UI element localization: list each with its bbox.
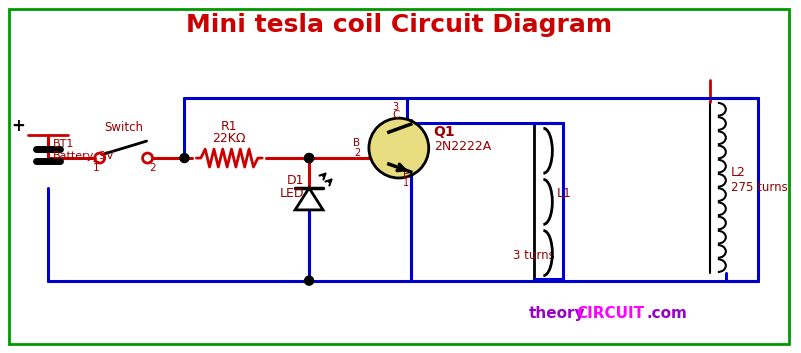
Circle shape	[369, 118, 429, 178]
Text: C: C	[392, 110, 400, 120]
Text: BT1: BT1	[53, 139, 74, 149]
Polygon shape	[295, 188, 323, 210]
Text: Battery_9V: Battery_9V	[53, 150, 115, 161]
Text: LED: LED	[280, 187, 304, 200]
Text: Q1: Q1	[433, 125, 455, 139]
Text: theory: theory	[529, 306, 585, 321]
Text: E: E	[403, 170, 409, 180]
Text: L1: L1	[557, 187, 571, 200]
Text: Switch: Switch	[104, 121, 143, 134]
Text: L2: L2	[731, 166, 746, 179]
Text: 22KΩ: 22KΩ	[212, 132, 246, 145]
Text: +: +	[11, 117, 25, 135]
Circle shape	[304, 154, 313, 162]
Text: D1: D1	[287, 174, 304, 187]
Text: 3 turns: 3 turns	[513, 249, 555, 262]
Text: 2: 2	[354, 148, 360, 158]
Text: Mini tesla coil Circuit Diagram: Mini tesla coil Circuit Diagram	[186, 13, 612, 37]
Circle shape	[304, 276, 313, 285]
Circle shape	[180, 154, 189, 162]
Text: 2N2222A: 2N2222A	[433, 140, 491, 153]
Text: CIRCUIT: CIRCUIT	[576, 306, 644, 321]
Text: 3: 3	[392, 102, 399, 112]
Text: 1: 1	[92, 163, 99, 173]
Text: 275 turns: 275 turns	[731, 181, 787, 195]
Text: B: B	[353, 138, 360, 148]
Text: 2: 2	[149, 163, 156, 173]
Text: R1: R1	[221, 120, 238, 133]
Circle shape	[304, 154, 313, 162]
Text: 1: 1	[403, 178, 409, 188]
Text: .com: .com	[646, 306, 687, 321]
